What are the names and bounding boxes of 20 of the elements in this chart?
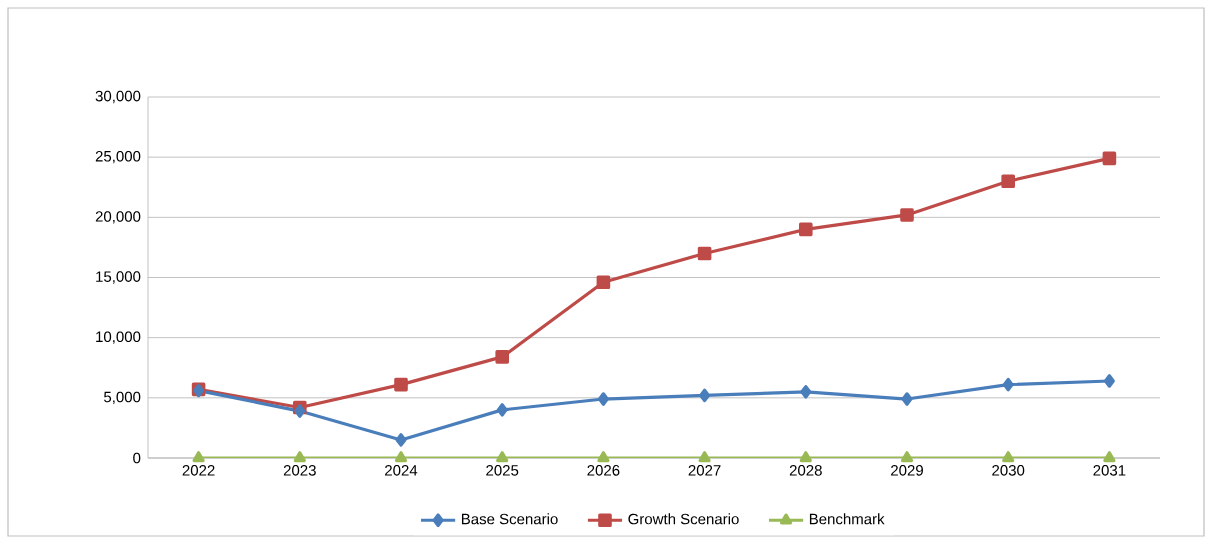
x-tick-label: 2031 — [1093, 465, 1126, 476]
x-tick-label: 2030 — [992, 465, 1025, 476]
x-tick-label: 2024 — [385, 465, 418, 476]
x-tick-label: 2029 — [891, 465, 923, 476]
y-tick-label: 15,000 — [96, 271, 141, 284]
y-tick-label: 10,000 — [96, 331, 141, 344]
y-tick-label: 30,000 — [95, 90, 141, 104]
x-tick-label: 2027 — [688, 465, 721, 476]
legend-label: Benchmark — [809, 513, 885, 525]
x-tick-label: 2022 — [182, 465, 215, 476]
legend-label: Base Scenario — [461, 513, 558, 525]
x-tick-label: 2028 — [789, 465, 822, 476]
y-tick-label: 5,000 — [104, 391, 141, 405]
y-tick-label: 25,000 — [95, 150, 141, 164]
y-tick-label: 20,000 — [95, 211, 141, 224]
legend-label: Growth Scenario — [628, 513, 739, 525]
x-tick-label: 2026 — [587, 465, 620, 476]
x-tick-label: 2023 — [283, 465, 316, 476]
y-tick-label: 0 — [133, 452, 141, 464]
x-tick-label: 2025 — [486, 465, 519, 476]
